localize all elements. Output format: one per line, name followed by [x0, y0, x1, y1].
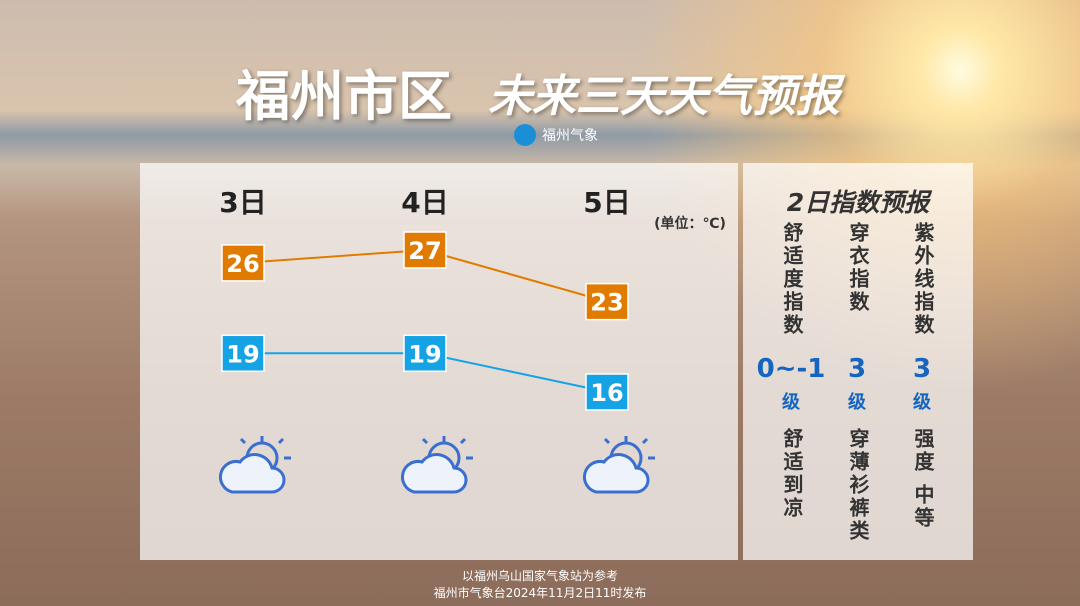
x-label: 4日 [401, 186, 448, 219]
temp-box [221, 244, 265, 282]
temp-box [221, 334, 265, 373]
subtitle: 未来三天天气预报 [488, 71, 840, 122]
index-level: 3 [847, 354, 867, 384]
x-label: 3日 [219, 186, 266, 219]
index-name: 紫外线指数 [911, 222, 935, 337]
logo: 福州气象 [514, 124, 598, 146]
x-label: 5日 [583, 186, 630, 219]
index-level: 3 [912, 354, 932, 384]
temp-label: 23 [590, 289, 623, 317]
index-unit: 级 [848, 392, 866, 413]
index-name: 舒适度指数 [780, 222, 804, 337]
index-level: 0~-1 [756, 354, 826, 384]
logo-text: 福州气象 [542, 128, 598, 144]
temp-label: 26 [226, 250, 259, 278]
index-desc: 强度 中等 [911, 428, 935, 530]
logo-icon [514, 124, 536, 146]
footer-line: 以福州乌山国家气象站为参考 [461, 569, 618, 583]
temp-box [403, 231, 447, 269]
temp-box [585, 373, 629, 411]
index-title: 2日指数预报 [786, 188, 930, 217]
temp-label: 16 [590, 379, 623, 407]
temp-box [403, 334, 447, 373]
temp-box [585, 282, 629, 321]
index-desc: 穿薄衫裤类 [846, 428, 870, 543]
index-name: 穿衣指数 [846, 222, 870, 314]
title: 福州市区 [236, 65, 452, 128]
temp-label: 19 [408, 340, 441, 368]
weather-icon [582, 434, 657, 494]
temp-label: 27 [408, 237, 441, 265]
temp-label: 19 [226, 340, 259, 368]
footer-line: 福州市气象台2024年11月2日11时发布 [433, 586, 647, 600]
index-panel [743, 163, 973, 560]
weather-icon [218, 434, 293, 494]
index-desc: 舒适到凉 [780, 428, 804, 520]
weather-icon [400, 434, 475, 494]
index-unit: 级 [782, 392, 800, 413]
unit-label: (单位：℃) [654, 215, 726, 232]
index-unit: 级 [913, 392, 931, 413]
